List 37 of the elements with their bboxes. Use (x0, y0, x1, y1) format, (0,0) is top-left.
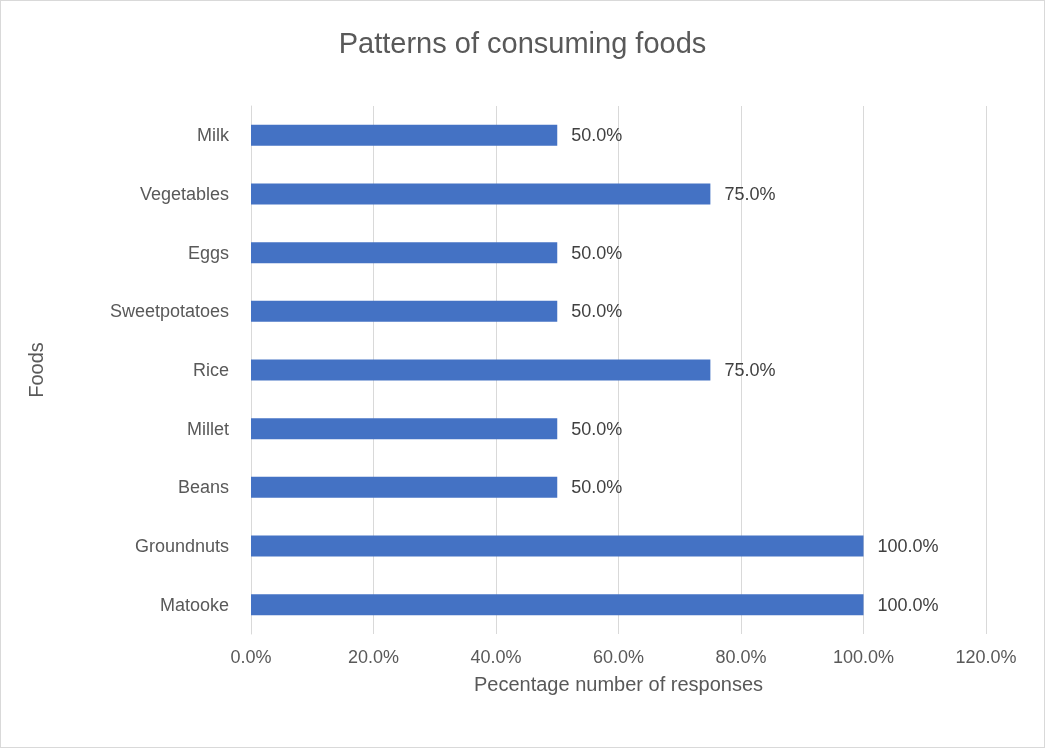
y-tick-label: Vegetables (139, 184, 229, 204)
bar (251, 594, 864, 616)
x-tick-label: 0.0% (230, 647, 272, 667)
data-label: 50.0% (571, 418, 623, 439)
y-tick-label: Beans (177, 477, 229, 498)
x-tick-label: 100.0% (832, 647, 895, 667)
y-tick-label: Millet (186, 418, 229, 439)
x-tick-label: 40.0% (470, 647, 522, 667)
bar (251, 359, 711, 381)
chart-title: Patterns of consuming foods (338, 26, 707, 59)
y-axis-title: Foods (25, 342, 47, 398)
bar (251, 535, 864, 557)
y-tick-label: Sweetpotatoes (109, 301, 229, 322)
bar (251, 242, 558, 264)
x-axis-title: Pecentage number of responses (473, 673, 764, 695)
bar (251, 418, 558, 440)
bar (251, 300, 558, 322)
data-label: 75.0% (724, 360, 776, 380)
data-label: 100.0% (877, 594, 939, 615)
bar (251, 124, 558, 146)
data-label: 50.0% (571, 477, 623, 498)
y-tick-label: Matooke (159, 594, 229, 615)
bar (251, 183, 711, 205)
bar (251, 476, 558, 498)
data-label: 50.0% (571, 301, 623, 322)
y-tick-label: Rice (192, 360, 229, 380)
y-tick-label: Groundnuts (134, 536, 229, 556)
y-tick-label: Milk (197, 125, 230, 146)
x-tick-label: 80.0% (715, 647, 767, 667)
data-label: 75.0% (724, 184, 776, 204)
x-tick-label: 60.0% (592, 647, 645, 667)
x-tick-label: 120.0% (955, 647, 1017, 667)
x-tick-label: 20.0% (347, 647, 400, 667)
data-label: 50.0% (571, 125, 623, 146)
data-label: 50.0% (571, 242, 623, 263)
y-tick-label: Eggs (187, 242, 229, 263)
data-label: 100.0% (877, 536, 939, 556)
